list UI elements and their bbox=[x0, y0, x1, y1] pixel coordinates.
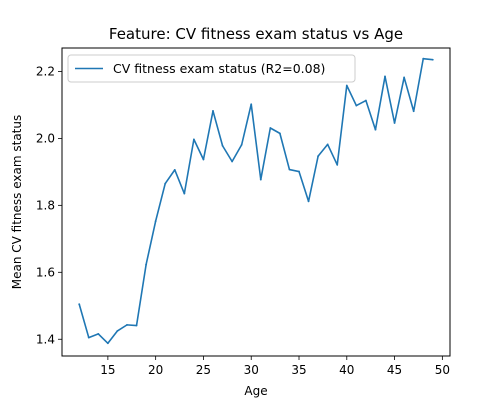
data-point bbox=[355, 104, 358, 107]
y-axis-label: Mean CV fitness exam status bbox=[10, 115, 24, 290]
series-line-0 bbox=[78, 57, 433, 345]
x-tick-label: 30 bbox=[244, 363, 259, 377]
data-point bbox=[240, 143, 243, 146]
data-point bbox=[87, 336, 90, 339]
data-point bbox=[212, 110, 214, 112]
data-point bbox=[154, 220, 157, 222]
data-point bbox=[422, 57, 425, 60]
data-point bbox=[345, 84, 348, 87]
data-point bbox=[307, 200, 310, 203]
data-point bbox=[336, 163, 339, 166]
x-axis: 15 20 25 30 35 40 45 50 bbox=[100, 356, 450, 377]
data-point bbox=[116, 329, 119, 332]
data-point bbox=[145, 263, 148, 266]
x-tick-label: 35 bbox=[291, 363, 306, 377]
data-point bbox=[326, 143, 329, 146]
y-tick-label: 1.6 bbox=[36, 265, 55, 279]
data-point bbox=[135, 324, 138, 327]
data-point bbox=[317, 155, 320, 158]
data-point bbox=[250, 103, 253, 106]
data-point bbox=[431, 58, 434, 61]
data-point bbox=[183, 192, 186, 195]
x-tick-label: 15 bbox=[100, 363, 115, 377]
data-point bbox=[202, 158, 205, 161]
data-point bbox=[97, 333, 100, 335]
data-point bbox=[269, 127, 272, 129]
y-axis: 1.4 1.6 1.8 2.0 2.2 bbox=[36, 64, 62, 346]
data-point bbox=[221, 144, 224, 147]
x-tick-label: 40 bbox=[339, 363, 354, 377]
data-point bbox=[384, 75, 386, 78]
data-point bbox=[231, 160, 234, 163]
data-point bbox=[278, 132, 281, 135]
data-point bbox=[365, 99, 367, 102]
data-point bbox=[288, 168, 291, 171]
data-point bbox=[298, 170, 300, 173]
data-point bbox=[374, 128, 377, 131]
data-point bbox=[412, 110, 415, 113]
data-point bbox=[192, 138, 195, 141]
data-point bbox=[403, 76, 406, 79]
y-tick-label: 1.8 bbox=[36, 198, 55, 212]
x-axis-label: Age bbox=[244, 384, 267, 398]
legend-entry-label: CV fitness exam status (R2=0.08) bbox=[113, 61, 325, 76]
plot-area bbox=[78, 57, 434, 345]
y-tick-label: 1.4 bbox=[36, 332, 55, 346]
x-tick-label: 25 bbox=[196, 363, 211, 377]
y-tick-label: 2.0 bbox=[36, 131, 55, 145]
data-point bbox=[259, 178, 262, 181]
data-point bbox=[126, 323, 128, 326]
plot-frame bbox=[61, 47, 451, 357]
data-point bbox=[106, 342, 109, 345]
legend-box bbox=[67, 54, 356, 83]
y-tick-label: 2.2 bbox=[36, 64, 55, 78]
x-tick-label: 20 bbox=[148, 363, 163, 377]
data-point bbox=[393, 122, 396, 124]
chart-title: Feature: CV fitness exam status vs Age bbox=[109, 25, 403, 43]
data-point bbox=[164, 182, 167, 185]
legend: CV fitness exam status (R2=0.08) bbox=[67, 54, 356, 83]
data-point bbox=[173, 168, 176, 171]
x-tick-label: 50 bbox=[435, 363, 450, 377]
data-point bbox=[78, 303, 81, 306]
x-tick-label: 45 bbox=[387, 363, 402, 377]
